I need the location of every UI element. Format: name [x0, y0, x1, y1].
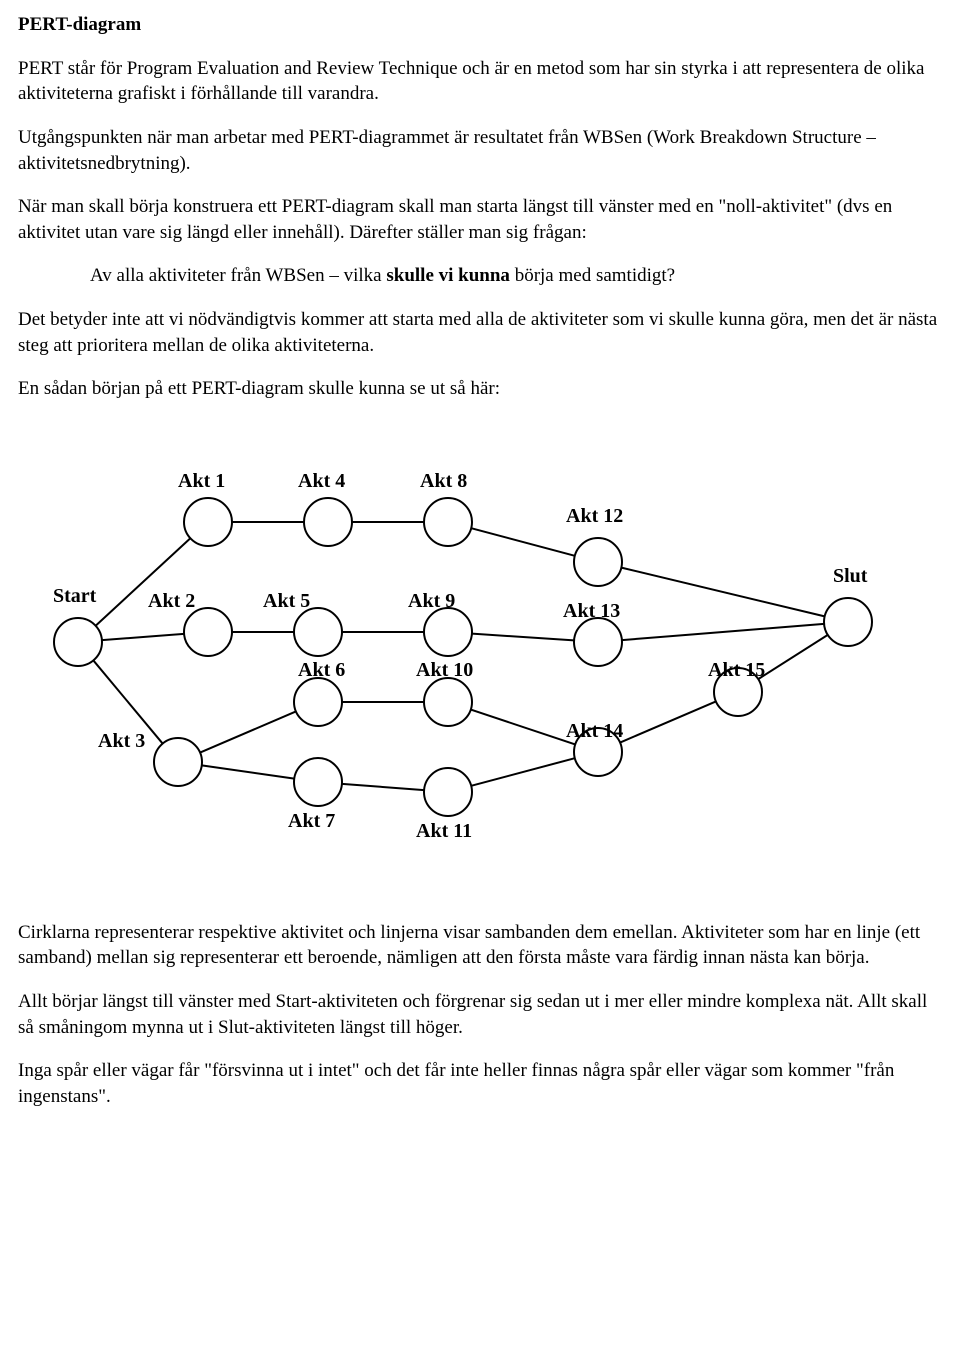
node-a5	[294, 608, 342, 656]
node-a12	[574, 538, 622, 586]
edge-a3-a6	[200, 712, 296, 753]
paragraph-3: När man skall börja konstruera ett PERT-…	[18, 194, 942, 245]
page-title: PERT-diagram	[18, 12, 942, 38]
paragraph-8: Allt börjar längst till vänster med Star…	[18, 989, 942, 1040]
node-label-a10: Akt 10	[416, 659, 473, 681]
node-label-a4: Akt 4	[298, 470, 345, 492]
paragraph-6: En sådan början på ett PERT-diagram skul…	[18, 376, 942, 402]
node-a8	[424, 498, 472, 546]
question-bold: skulle vi kunna	[386, 265, 510, 286]
node-a7	[294, 758, 342, 806]
node-label-a14: Akt 14	[566, 720, 623, 742]
node-a13	[574, 618, 622, 666]
question-line: Av alla aktiviteter från WBSen – vilka s…	[18, 263, 942, 289]
edge-a7-a11	[342, 784, 424, 790]
edge-a13-slut	[622, 624, 824, 640]
question-suffix: börja med samtidigt?	[510, 265, 675, 286]
node-a11	[424, 768, 472, 816]
node-a9	[424, 608, 472, 656]
node-label-a15: Akt 15	[708, 659, 765, 681]
paragraph-2: Utgångspunkten när man arbetar med PERT-…	[18, 125, 942, 176]
node-label-a13: Akt 13	[563, 600, 620, 622]
node-a1	[184, 498, 232, 546]
edge-a14-a15	[620, 702, 716, 743]
edge-a9-a13	[472, 634, 574, 641]
node-label-a6: Akt 6	[298, 659, 345, 681]
node-label-a8: Akt 8	[420, 470, 467, 492]
node-start	[54, 618, 102, 666]
node-label-a9: Akt 9	[408, 590, 455, 612]
node-label-a1: Akt 1	[178, 470, 225, 492]
node-a3	[154, 738, 202, 786]
pert-diagram: Start Akt 1 Akt 2 Akt 3 Akt 4 Akt 5 Akt 6 Akt 7…	[18, 432, 942, 870]
node-label-slut: Slut	[833, 565, 868, 587]
node-a4	[304, 498, 352, 546]
edge-a11-a14	[471, 758, 575, 786]
paragraph-1: PERT står för Program Evaluation and Rev…	[18, 56, 942, 107]
node-a6	[294, 678, 342, 726]
node-label-a12: Akt 12	[566, 505, 623, 527]
edge-a10-a14	[471, 710, 575, 745]
paragraph-7: Cirklarna representerar respektive aktiv…	[18, 920, 942, 971]
edge-a15-slut	[758, 635, 828, 679]
edge-a12-slut	[621, 568, 824, 617]
node-label-a5: Akt 5	[263, 590, 310, 612]
edge-start-a1	[96, 538, 191, 625]
node-label-a2: Akt 2	[148, 590, 195, 612]
node-a10	[424, 678, 472, 726]
node-a2	[184, 608, 232, 656]
question-prefix: Av alla aktiviteter från WBSen – vilka	[90, 265, 386, 286]
edge-a8-a12	[471, 528, 575, 556]
paragraph-5: Det betyder inte att vi nödvändigtvis ko…	[18, 307, 942, 358]
node-slut	[824, 598, 872, 646]
paragraph-9: Inga spår eller vägar får "försvinna ut …	[18, 1058, 942, 1109]
edge-start-a2	[102, 634, 184, 640]
node-label-a7: Akt 7	[288, 810, 335, 832]
node-label-start: Start	[53, 585, 97, 607]
edge-a3-a7	[202, 765, 294, 778]
node-label-a11: Akt 11	[416, 820, 472, 842]
node-label-a3: Akt 3	[98, 730, 145, 752]
pert-diagram-svg: Start Akt 1 Akt 2 Akt 3 Akt 4 Akt 5 Akt 6 Akt 7…	[18, 432, 918, 862]
